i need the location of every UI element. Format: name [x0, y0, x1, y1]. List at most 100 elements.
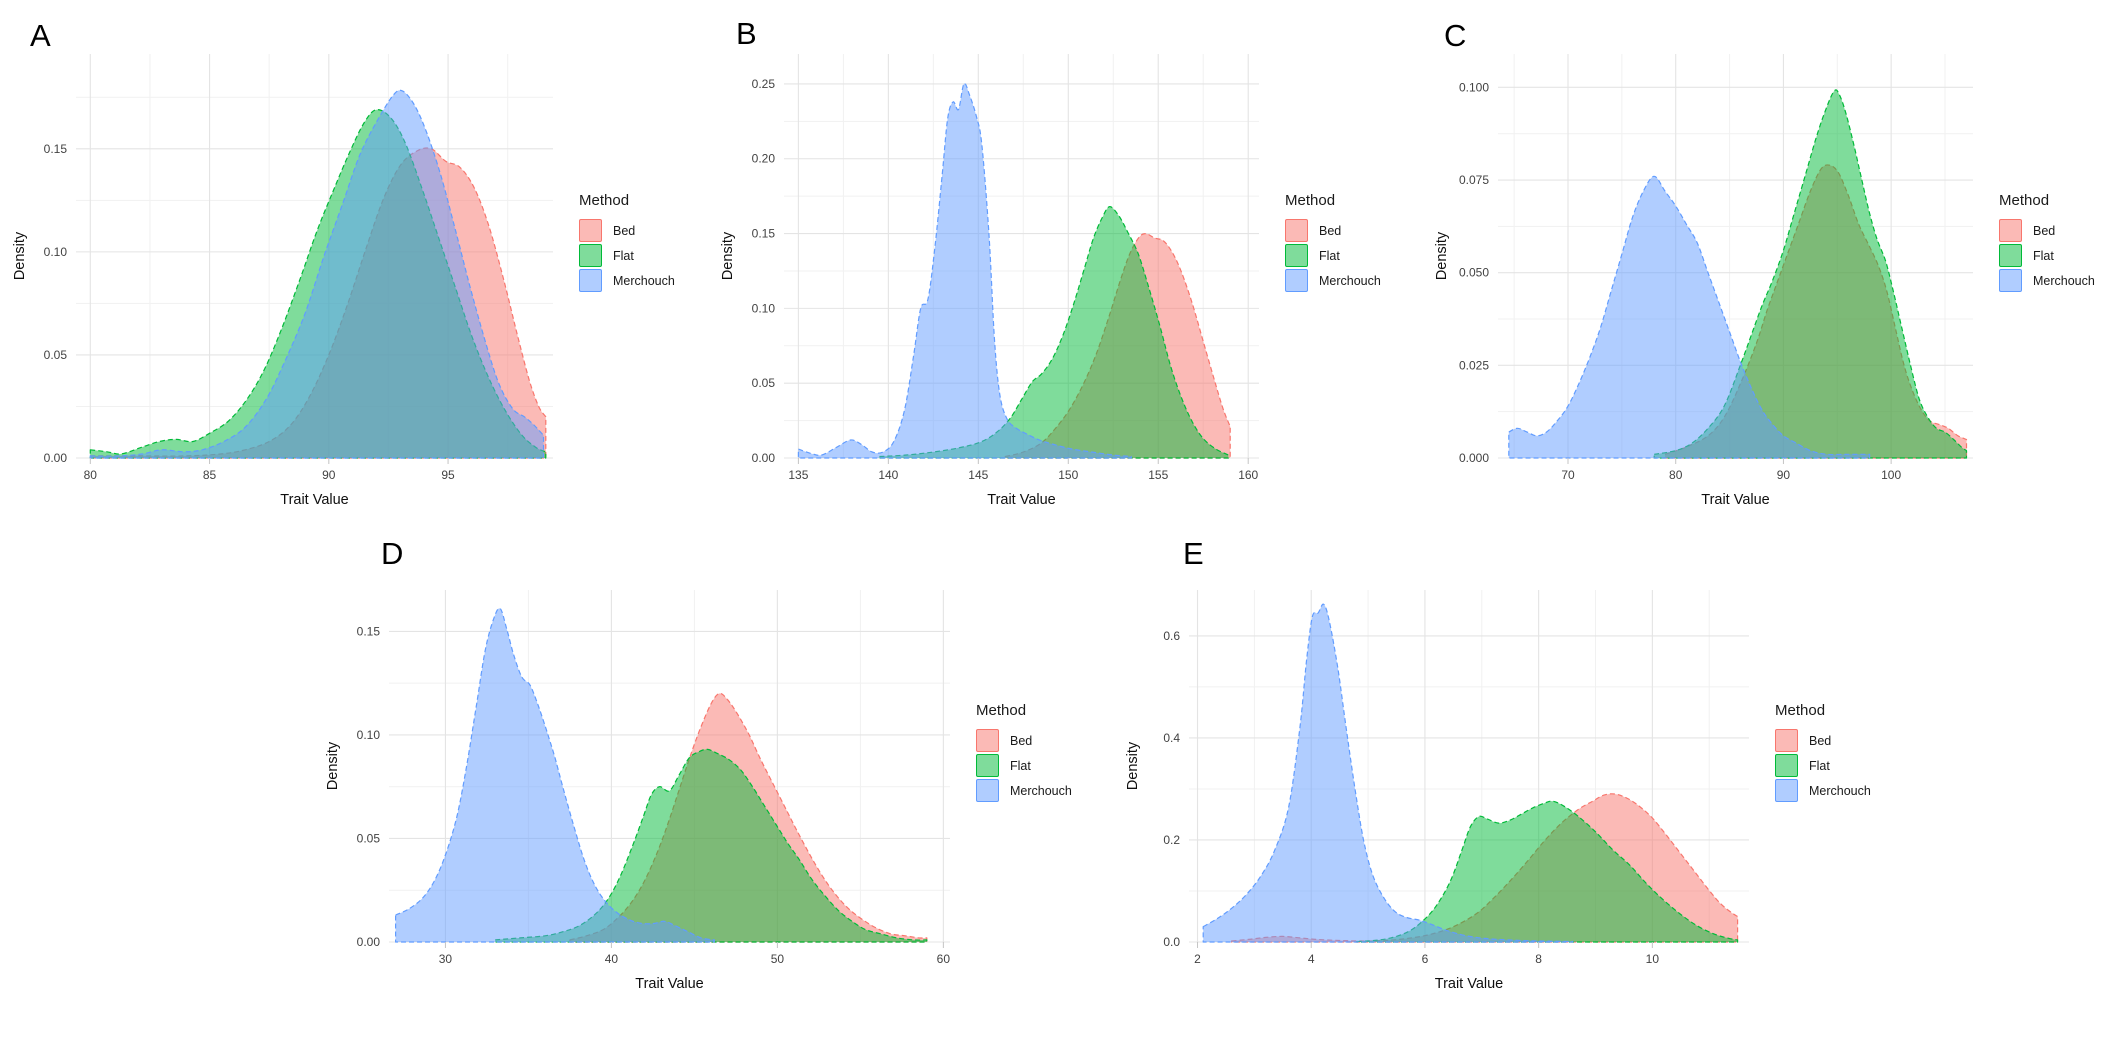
- legend: Method Bed Flat Merchouch: [579, 192, 675, 293]
- y-axis-title: Density: [1434, 231, 1450, 280]
- x-tick-label: 2: [1194, 952, 1201, 966]
- y-tick-label: 0.10: [357, 728, 381, 742]
- x-tick-label: 60: [937, 952, 951, 966]
- density-curve-merchouch: [395, 607, 715, 943]
- x-axis-tick-marks: [444, 942, 944, 948]
- y-tick-label: 0.05: [357, 831, 381, 845]
- y-tick-label: 0.00: [752, 451, 776, 465]
- legend-label: Bed: [1809, 733, 1832, 748]
- legend-entry-merchouch: Merchouch: [976, 778, 1072, 803]
- density-curve-flat: [1653, 89, 1968, 459]
- y-tick-label: 0.05: [44, 348, 68, 362]
- legend-title: Method: [1775, 702, 1826, 719]
- legend-label: Bed: [1319, 223, 1342, 238]
- x-tick-label: 155: [1148, 468, 1168, 482]
- x-tick-label: 80: [1669, 468, 1683, 482]
- legend-title: Method: [976, 702, 1027, 719]
- legend: Method Bed Flat Merchouch: [976, 702, 1072, 803]
- y-axis-title: Density: [1125, 741, 1141, 790]
- legend-swatch-bed: [579, 219, 602, 242]
- x-tick-label: 8: [1535, 952, 1542, 966]
- y-tick-label: 0.20: [752, 152, 776, 166]
- x-axis-tick-marks: [797, 458, 1249, 464]
- x-tick-label: 50: [771, 952, 785, 966]
- y-tick-label: 0.100: [1459, 80, 1489, 94]
- legend: Method Bed Flat Merchouch: [1999, 192, 2095, 293]
- y-tick-label: 0.05: [752, 376, 776, 390]
- y-tick-label: 0.000: [1459, 451, 1489, 465]
- x-tick-label: 90: [1777, 468, 1791, 482]
- legend-swatch-merchouch: [1999, 269, 2022, 292]
- y-tick-label: 0.25: [752, 77, 776, 91]
- legend-label: Flat: [2033, 248, 2054, 263]
- panel-label-C: C: [1444, 18, 1467, 53]
- x-axis-title: Trait Value: [635, 976, 704, 992]
- panel-E: E 2 4 6 8 10 0.0 0.2 0.4 0.6 Trait Value Density Met…: [1083, 520, 1883, 1036]
- x-tick-label: 80: [84, 468, 98, 482]
- legend-label: Merchouch: [1319, 273, 1381, 288]
- x-tick-label: 100: [1881, 468, 1901, 482]
- legend-label: Flat: [1010, 758, 1031, 773]
- legend-swatch-merchouch: [1775, 779, 1798, 802]
- x-tick-label: 85: [203, 468, 217, 482]
- legend-label: Merchouch: [613, 273, 675, 288]
- density-curve-merchouch: [1508, 175, 1871, 459]
- legend-entry-flat: Flat: [1285, 243, 1381, 268]
- y-tick-label: 0.15: [752, 227, 776, 241]
- y-tick-label: 0.2: [1163, 833, 1180, 847]
- density-plot-A: 80 85 90 95 0.00 0.05 0.10 0.15 Trait Value Densi…: [12, 54, 553, 508]
- x-tick-label: 90: [322, 468, 336, 482]
- legend-swatch-bed: [1999, 219, 2022, 242]
- legend-swatch-merchouch: [1285, 269, 1308, 292]
- y-tick-label: 0.4: [1163, 731, 1180, 745]
- x-axis-tick-marks: [1197, 942, 1653, 948]
- density-curve-merchouch: [797, 82, 1132, 459]
- legend-swatch-flat: [1285, 244, 1308, 267]
- legend-entry-bed: Bed: [579, 218, 675, 243]
- panel-label-E: E: [1183, 536, 1204, 571]
- y-tick-label: 0.050: [1459, 266, 1489, 280]
- x-axis-title: Trait Value: [1435, 976, 1504, 992]
- y-tick-label: 0.10: [752, 301, 776, 315]
- density-curves: [797, 82, 1231, 459]
- panel-label-B: B: [736, 16, 757, 51]
- legend-title: Method: [579, 192, 630, 209]
- density-plot-C: 70 80 90 100 0.000 0.025 0.050 0.075 0.100 Trait …: [1434, 54, 1973, 508]
- density-curve-merchouch: [89, 89, 545, 459]
- legend-label: Flat: [1319, 248, 1340, 263]
- legend-entry-flat: Flat: [976, 753, 1072, 778]
- x-tick-label: 10: [1646, 952, 1660, 966]
- legend-swatch-flat: [976, 754, 999, 777]
- y-tick-label: 0.025: [1459, 358, 1489, 372]
- legend-label: Merchouch: [1010, 783, 1072, 798]
- legend: Method Bed Flat Merchouch: [1285, 192, 1381, 293]
- legend-title: Method: [1999, 192, 2050, 209]
- legend-entry-bed: Bed: [1775, 728, 1871, 753]
- y-tick-label: 0.15: [44, 142, 68, 156]
- legend-label: Merchouch: [1809, 783, 1871, 798]
- x-axis-title: Trait Value: [1701, 492, 1770, 508]
- legend-entry-merchouch: Merchouch: [579, 268, 675, 293]
- x-tick-label: 30: [439, 952, 453, 966]
- density-curves: [395, 607, 928, 943]
- legend-swatch-merchouch: [579, 269, 602, 292]
- y-axis-title: Density: [325, 741, 341, 790]
- legend-label: Bed: [1010, 733, 1033, 748]
- y-axis-title: Density: [12, 231, 28, 280]
- legend-entry-flat: Flat: [579, 243, 675, 268]
- y-tick-label: 0.15: [357, 624, 381, 638]
- panel-B: B 135 140 145 150 155 160 0.00 0.05 0.10 0.15 0.20 0…: [712, 6, 1411, 516]
- y-tick-label: 0.075: [1459, 173, 1489, 187]
- x-tick-label: 6: [1422, 952, 1429, 966]
- legend-label: Merchouch: [2033, 273, 2095, 288]
- density-plot-E: 2 4 6 8 10 0.0 0.2 0.4 0.6 Trait Value Density: [1125, 590, 1749, 992]
- density-curves: [1508, 89, 1968, 459]
- legend-entry-bed: Bed: [976, 728, 1072, 753]
- legend-swatch-merchouch: [976, 779, 999, 802]
- x-tick-label: 135: [788, 468, 808, 482]
- panel-C: C 70 80 90 100 0.000 0.025 0.050 0.075 0.100 Trait…: [1418, 6, 2125, 516]
- legend-swatch-flat: [1999, 244, 2022, 267]
- legend-label: Bed: [613, 223, 636, 238]
- density-curves: [1202, 603, 1739, 943]
